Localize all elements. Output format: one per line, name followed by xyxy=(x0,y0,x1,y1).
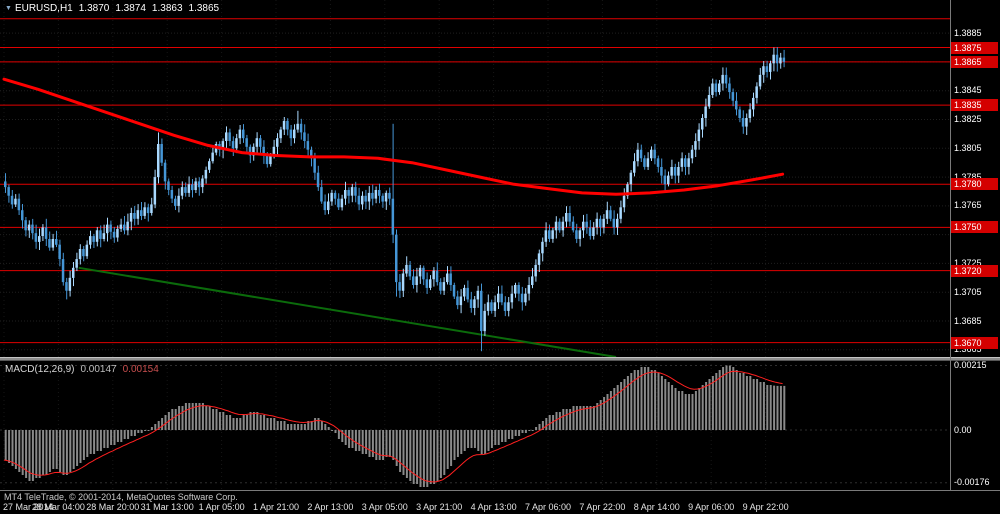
symbol-period-label: EURUSD,H1 xyxy=(14,3,73,14)
price-tick-label: 1.3765 xyxy=(954,200,982,211)
price-tick-label: 1.3665 xyxy=(954,344,982,355)
ohlc-high: 1.3874 xyxy=(115,3,146,14)
price-axis-border xyxy=(950,0,951,490)
candles-layer[interactable] xyxy=(4,47,786,352)
time-tick-label: 7 Apr 06:00 xyxy=(524,502,572,512)
time-tick-label: 9 Apr 22:00 xyxy=(742,502,789,512)
time-tick-label: 3 Apr 21:00 xyxy=(416,502,463,512)
price-tick-label: 1.3885 xyxy=(954,27,982,38)
trendline-green xyxy=(78,266,617,358)
price-line-badge: 1.3865 xyxy=(951,55,998,68)
chart-title: ▼ EURUSD,H1 1.3870 1.3874 1.3863 1.3865 xyxy=(5,3,219,14)
price-line-badge: 1.3835 xyxy=(951,99,998,112)
ohlc-open: 1.3870 xyxy=(78,3,110,14)
time-tick-label: 8 Apr 14:00 xyxy=(633,502,680,512)
time-tick-label: 2 Apr 13:00 xyxy=(307,502,354,512)
macd-indicator-label: MACD(12,26,9) 0.00147 0.00154 xyxy=(5,364,159,375)
price-tick-label: 1.3805 xyxy=(954,142,982,153)
ohlc-low: 1.3863 xyxy=(151,3,183,14)
symbol-marker-icon: ▼ xyxy=(5,5,12,12)
macd-tick-label: -0.00176 xyxy=(954,477,990,488)
ohlc-close: 1.3865 xyxy=(188,3,220,14)
time-tick-label: 1 Apr 05:00 xyxy=(198,502,245,512)
macd-signal-line xyxy=(3,370,783,483)
price-line-badge: 1.3720 xyxy=(951,264,998,277)
macd-tick-label: 0.00215 xyxy=(954,360,987,370)
time-tick-label: 7 Apr 22:00 xyxy=(579,502,626,512)
macd-tick-label: 0.00 xyxy=(954,424,972,435)
time-tick-label: 3 Apr 05:00 xyxy=(361,502,408,512)
macd-name: MACD(12,26,9) xyxy=(5,364,75,375)
price-tick-label: 1.3725 xyxy=(954,257,982,268)
time-tick-label: 28 Mar 04:00 xyxy=(31,502,85,512)
price-line-badge: 1.3875 xyxy=(951,41,998,54)
moving-average-line xyxy=(2,77,785,196)
time-tick-label: 27 Mar 2014 xyxy=(3,502,54,512)
price-line-badge: 1.3780 xyxy=(951,178,998,191)
copyright-text: MT4 TeleTrade, © 2001-2014, MetaQuotes S… xyxy=(4,492,238,502)
time-axis-border xyxy=(0,490,1000,491)
macd-value-signal: 0.00154 xyxy=(122,364,159,375)
chart-canvas[interactable] xyxy=(0,0,950,490)
time-tick-label: 9 Apr 06:00 xyxy=(688,502,735,512)
macd-histogram-layer[interactable] xyxy=(4,365,786,488)
time-tick-label: 1 Apr 21:00 xyxy=(252,502,300,512)
price-tick-label: 1.3685 xyxy=(954,315,982,326)
price-tick-label: 1.3705 xyxy=(954,286,982,297)
price-tick-label: 1.3825 xyxy=(954,114,982,124)
time-tick-label: 28 Mar 20:00 xyxy=(86,502,140,512)
time-axis[interactable]: 27 Mar 2014 28 Mar 04:00 28 Mar 20:00 31 Ma… xyxy=(0,502,1000,514)
macd-value-main: 0.00147 xyxy=(80,364,117,375)
price-tick-label: 1.3785 xyxy=(954,171,982,182)
panel-separator[interactable] xyxy=(0,357,1000,361)
price-line-badge: 1.3670 xyxy=(951,336,998,349)
price-tick-label: 1.3845 xyxy=(954,85,982,96)
time-tick-label: 4 Apr 13:00 xyxy=(470,502,517,512)
price-line-badge: 1.3750 xyxy=(951,221,998,234)
time-tick-label: 31 Mar 13:00 xyxy=(140,502,194,512)
